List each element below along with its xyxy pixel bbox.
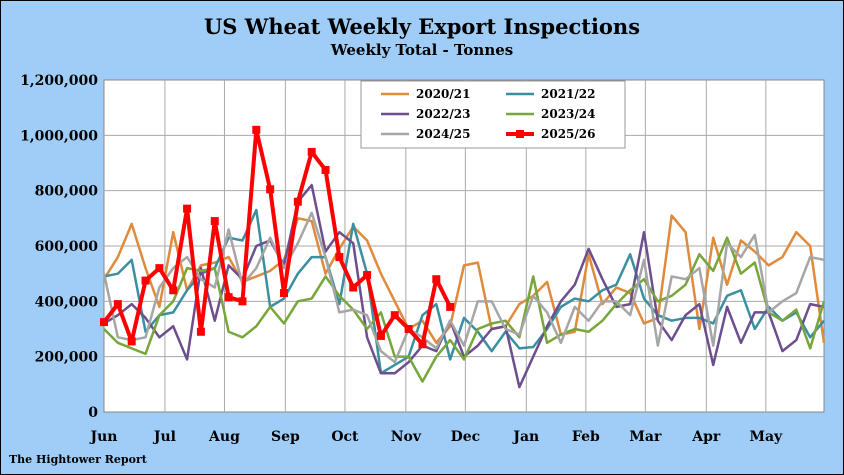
data-point — [390, 311, 399, 320]
data-point — [307, 147, 316, 156]
chart-subtitle: Weekly Total - Tonnes — [330, 41, 513, 59]
y-axis-labels: 0 200,000 400,000 600,000 800,000 1,000,000 1,… — [20, 73, 98, 421]
source-label: The Hightower Report — [9, 453, 148, 466]
data-point — [266, 185, 275, 194]
series-2025-26 — [100, 125, 455, 349]
series-line — [103, 236, 826, 383]
data-point — [155, 264, 164, 273]
legend-item: 2024/25 — [381, 127, 470, 141]
data-point — [141, 276, 150, 285]
legend-marker — [516, 130, 524, 138]
data-point — [376, 331, 385, 340]
data-point — [349, 283, 358, 292]
chart-title: US Wheat Weekly Export Inspections — [204, 14, 640, 39]
data-point — [293, 197, 302, 206]
x-tick-label: Jun — [89, 429, 118, 445]
legend-label: 2021/22 — [541, 87, 595, 101]
legend-item: 2022/23 — [381, 107, 470, 121]
legend: 2020/21 2021/22 2022/23 2023/24 2024/25 2025/… — [360, 80, 626, 149]
legend-label: 2022/23 — [416, 107, 470, 121]
data-point — [404, 325, 413, 333]
data-point — [196, 327, 205, 336]
data-point — [363, 271, 372, 280]
data-point — [127, 337, 136, 346]
data-point — [169, 286, 178, 295]
x-tick-label: Jul — [152, 429, 176, 445]
legend-label: 2025/26 — [541, 127, 595, 141]
x-tick-label: Sep — [271, 429, 300, 445]
data-point — [238, 297, 247, 306]
x-tick-label: Oct — [331, 429, 359, 445]
legend-item: 2021/22 — [506, 87, 595, 101]
x-tick-label: Aug — [208, 429, 240, 445]
series-2023-24 — [103, 236, 826, 383]
series-line — [102, 211, 825, 364]
y-tick-label: 800,000 — [35, 184, 99, 200]
series-layer — [100, 125, 826, 389]
data-point — [100, 318, 108, 327]
series-2024-25 — [102, 211, 825, 364]
legend-label: 2024/25 — [416, 127, 470, 141]
legend-item: 2020/21 — [381, 87, 470, 101]
data-point — [224, 293, 233, 302]
data-point — [432, 275, 441, 284]
legend-item: 2023/24 — [506, 107, 595, 121]
data-point — [446, 302, 455, 311]
legend-label: 2023/24 — [541, 107, 595, 121]
data-point — [335, 253, 344, 262]
x-tick-label: Dec — [451, 429, 481, 445]
legend-label: 2020/21 — [416, 87, 470, 101]
x-tick-label: Mar — [629, 429, 662, 445]
data-point — [280, 289, 288, 298]
legend-item: 2025/26 — [506, 127, 595, 141]
data-point — [210, 217, 219, 226]
y-tick-label: 200,000 — [35, 350, 99, 366]
data-point — [113, 300, 122, 309]
x-tick-label: Nov — [391, 429, 422, 445]
data-point — [418, 340, 427, 349]
data-point — [321, 165, 330, 174]
x-tick-label: Jan — [511, 429, 539, 445]
data-point — [183, 204, 192, 213]
data-point — [252, 125, 261, 134]
x-tick-label: May — [749, 429, 783, 445]
y-tick-label: 0 — [88, 405, 98, 421]
y-tick-label: 400,000 — [35, 294, 99, 310]
y-tick-label: 1,000,000 — [20, 128, 98, 144]
y-tick-label: 600,000 — [35, 239, 99, 255]
x-tick-label: Feb — [572, 429, 600, 445]
x-tick-label: Apr — [691, 429, 721, 445]
y-tick-label: 1,200,000 — [20, 73, 98, 89]
x-axis-labels: Jun Jul Aug Sep Oct Nov Dec Jan Feb Mar Apr May — [89, 429, 784, 445]
